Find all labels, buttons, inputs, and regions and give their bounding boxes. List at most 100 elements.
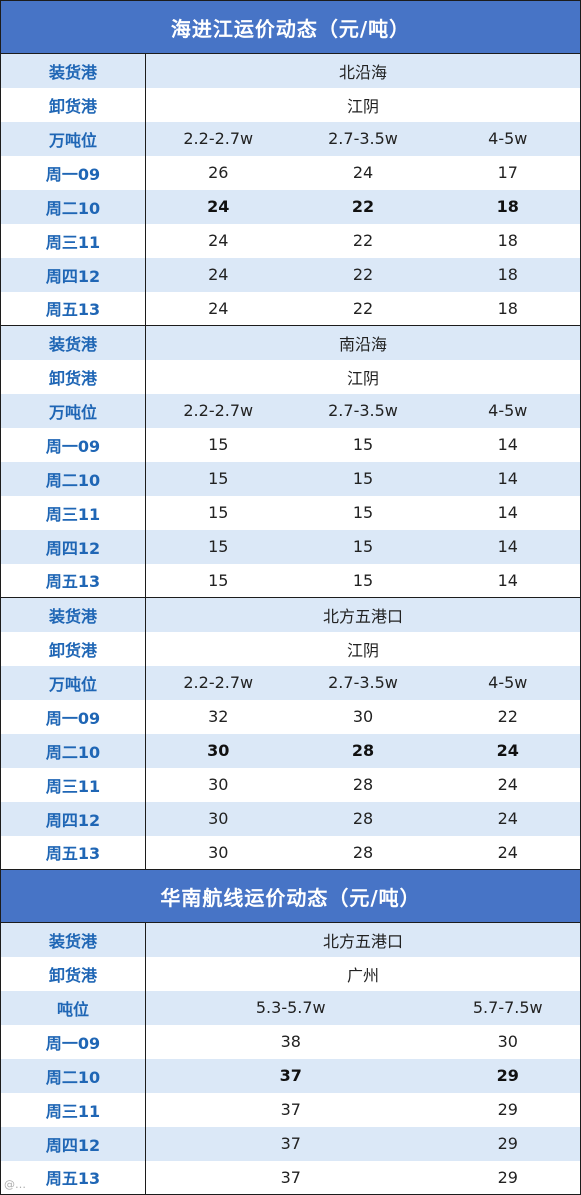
rate-cell: 30: [145, 733, 291, 768]
rate-cell: 37: [145, 1126, 436, 1161]
table2-title-row: 华南航线运价动态（元/吨）: [0, 869, 581, 923]
rate-cell: 29: [435, 1160, 581, 1195]
day-label: 周二10: [0, 461, 146, 496]
day-label: 周三11: [0, 223, 146, 258]
tonnage-cell: 2.7-3.5w: [290, 121, 436, 156]
rate-cell: 15: [290, 563, 436, 598]
rate-cell: 24: [435, 801, 581, 836]
unloading-label: 卸货港: [0, 956, 146, 991]
unloading-port: 江阴: [145, 631, 581, 666]
table-row: 周二10 24 22 18: [0, 189, 581, 224]
table-row: 周二10 37 29: [0, 1058, 581, 1093]
day-label: 周二10: [0, 1058, 146, 1093]
day-label: 周四12: [0, 257, 146, 292]
loading-label: 装货港: [0, 53, 146, 88]
day-label: 周五13: [0, 835, 146, 870]
day-label: 周一09: [0, 1024, 146, 1059]
day-label: 周二10: [0, 189, 146, 224]
table-row: 周二10 15 15 14: [0, 461, 581, 496]
rate-cell: 30: [145, 767, 291, 802]
tonnage-row: 万吨位 2.2-2.7w 2.7-3.5w 4-5w: [0, 665, 581, 700]
table-row: 周三11 24 22 18: [0, 223, 581, 258]
rate-cell: 24: [435, 733, 581, 768]
day-label: 周四12: [0, 1126, 146, 1161]
tonnage-cell: 4-5w: [435, 393, 581, 428]
rate-cell: 15: [145, 563, 291, 598]
rate-cell: 28: [290, 835, 436, 870]
rate-cell: 24: [435, 835, 581, 870]
table-row: 周四12 15 15 14: [0, 529, 581, 564]
rate-cell: 22: [435, 699, 581, 734]
tonnage-row: 万吨位 2.2-2.7w 2.7-3.5w 4-5w: [0, 393, 581, 428]
rate-cell: 15: [145, 495, 291, 530]
loading-label: 装货港: [0, 325, 146, 360]
loading-row: 装货港 南沿海: [0, 325, 581, 360]
rate-cell: 15: [145, 427, 291, 462]
rate-cell: 15: [290, 495, 436, 530]
day-label: 周一09: [0, 699, 146, 734]
rate-cell: 15: [145, 529, 291, 564]
day-label: 周五13: [0, 1160, 146, 1195]
table-row: 周五13 37 29: [0, 1160, 581, 1195]
rate-cell: 22: [290, 189, 436, 224]
loading-port: 南沿海: [145, 325, 581, 360]
tonnage-cell: 4-5w: [435, 665, 581, 700]
table2-title: 华南航线运价动态（元/吨）: [0, 869, 581, 923]
day-label: 周五13: [0, 291, 146, 326]
table-row: 周三11 30 28 24: [0, 767, 581, 802]
rate-cell: 30: [435, 1024, 581, 1059]
loading-label: 装货港: [0, 922, 146, 957]
table1-title-row: 海进江运价动态（元/吨）: [0, 0, 581, 54]
tonnage-cell: 2.7-3.5w: [290, 393, 436, 428]
tonnage-label: 万吨位: [0, 393, 146, 428]
rate-cell: 37: [145, 1092, 436, 1127]
loading-row: 装货港 北方五港口: [0, 922, 581, 957]
day-label: 周四12: [0, 801, 146, 836]
rate-cell: 24: [145, 223, 291, 258]
loading-port: 北沿海: [145, 53, 581, 88]
unloading-port: 广州: [145, 956, 581, 991]
table-row: 周一09 15 15 14: [0, 427, 581, 462]
tonnage-cell: 2.2-2.7w: [145, 665, 291, 700]
tonnage-row: 吨位 5.3-5.7w 5.7-7.5w: [0, 990, 581, 1025]
day-label: 周三11: [0, 1092, 146, 1127]
unloading-port: 江阴: [145, 359, 581, 394]
rate-cell: 30: [145, 835, 291, 870]
rate-cell: 29: [435, 1092, 581, 1127]
rate-cell: 24: [145, 291, 291, 326]
unloading-label: 卸货港: [0, 87, 146, 122]
rate-cell: 30: [145, 801, 291, 836]
rate-cell: 14: [435, 461, 581, 496]
rate-cell: 24: [290, 155, 436, 190]
tonnage-cell: 2.2-2.7w: [145, 393, 291, 428]
day-label: 周五13: [0, 563, 146, 598]
rate-cell: 18: [435, 223, 581, 258]
rate-cell: 14: [435, 427, 581, 462]
table-row: 周二10 30 28 24: [0, 733, 581, 768]
tonnage-cell: 2.7-3.5w: [290, 665, 436, 700]
unloading-row: 卸货港 江阴: [0, 631, 581, 666]
loading-port: 北方五港口: [145, 597, 581, 632]
rate-cell: 24: [435, 767, 581, 802]
rate-cell: 24: [145, 257, 291, 292]
table-row: 周四12 24 22 18: [0, 257, 581, 292]
rate-cell: 30: [290, 699, 436, 734]
tonnage-label: 万吨位: [0, 665, 146, 700]
rate-cell: 14: [435, 529, 581, 564]
table-row: 周五13 15 15 14: [0, 563, 581, 598]
table-row: 周五13 30 28 24: [0, 835, 581, 870]
table1-title: 海进江运价动态（元/吨）: [0, 0, 581, 54]
rate-cell: 17: [435, 155, 581, 190]
day-label: 周四12: [0, 529, 146, 564]
rate-cell: 22: [290, 291, 436, 326]
rate-cell: 18: [435, 291, 581, 326]
rate-cell: 26: [145, 155, 291, 190]
rate-cell: 24: [145, 189, 291, 224]
day-label: 周三11: [0, 495, 146, 530]
table-row: 周一09 32 30 22: [0, 699, 581, 734]
rate-cell: 28: [290, 767, 436, 802]
unloading-label: 卸货港: [0, 359, 146, 394]
watermark: @…: [4, 1178, 26, 1191]
